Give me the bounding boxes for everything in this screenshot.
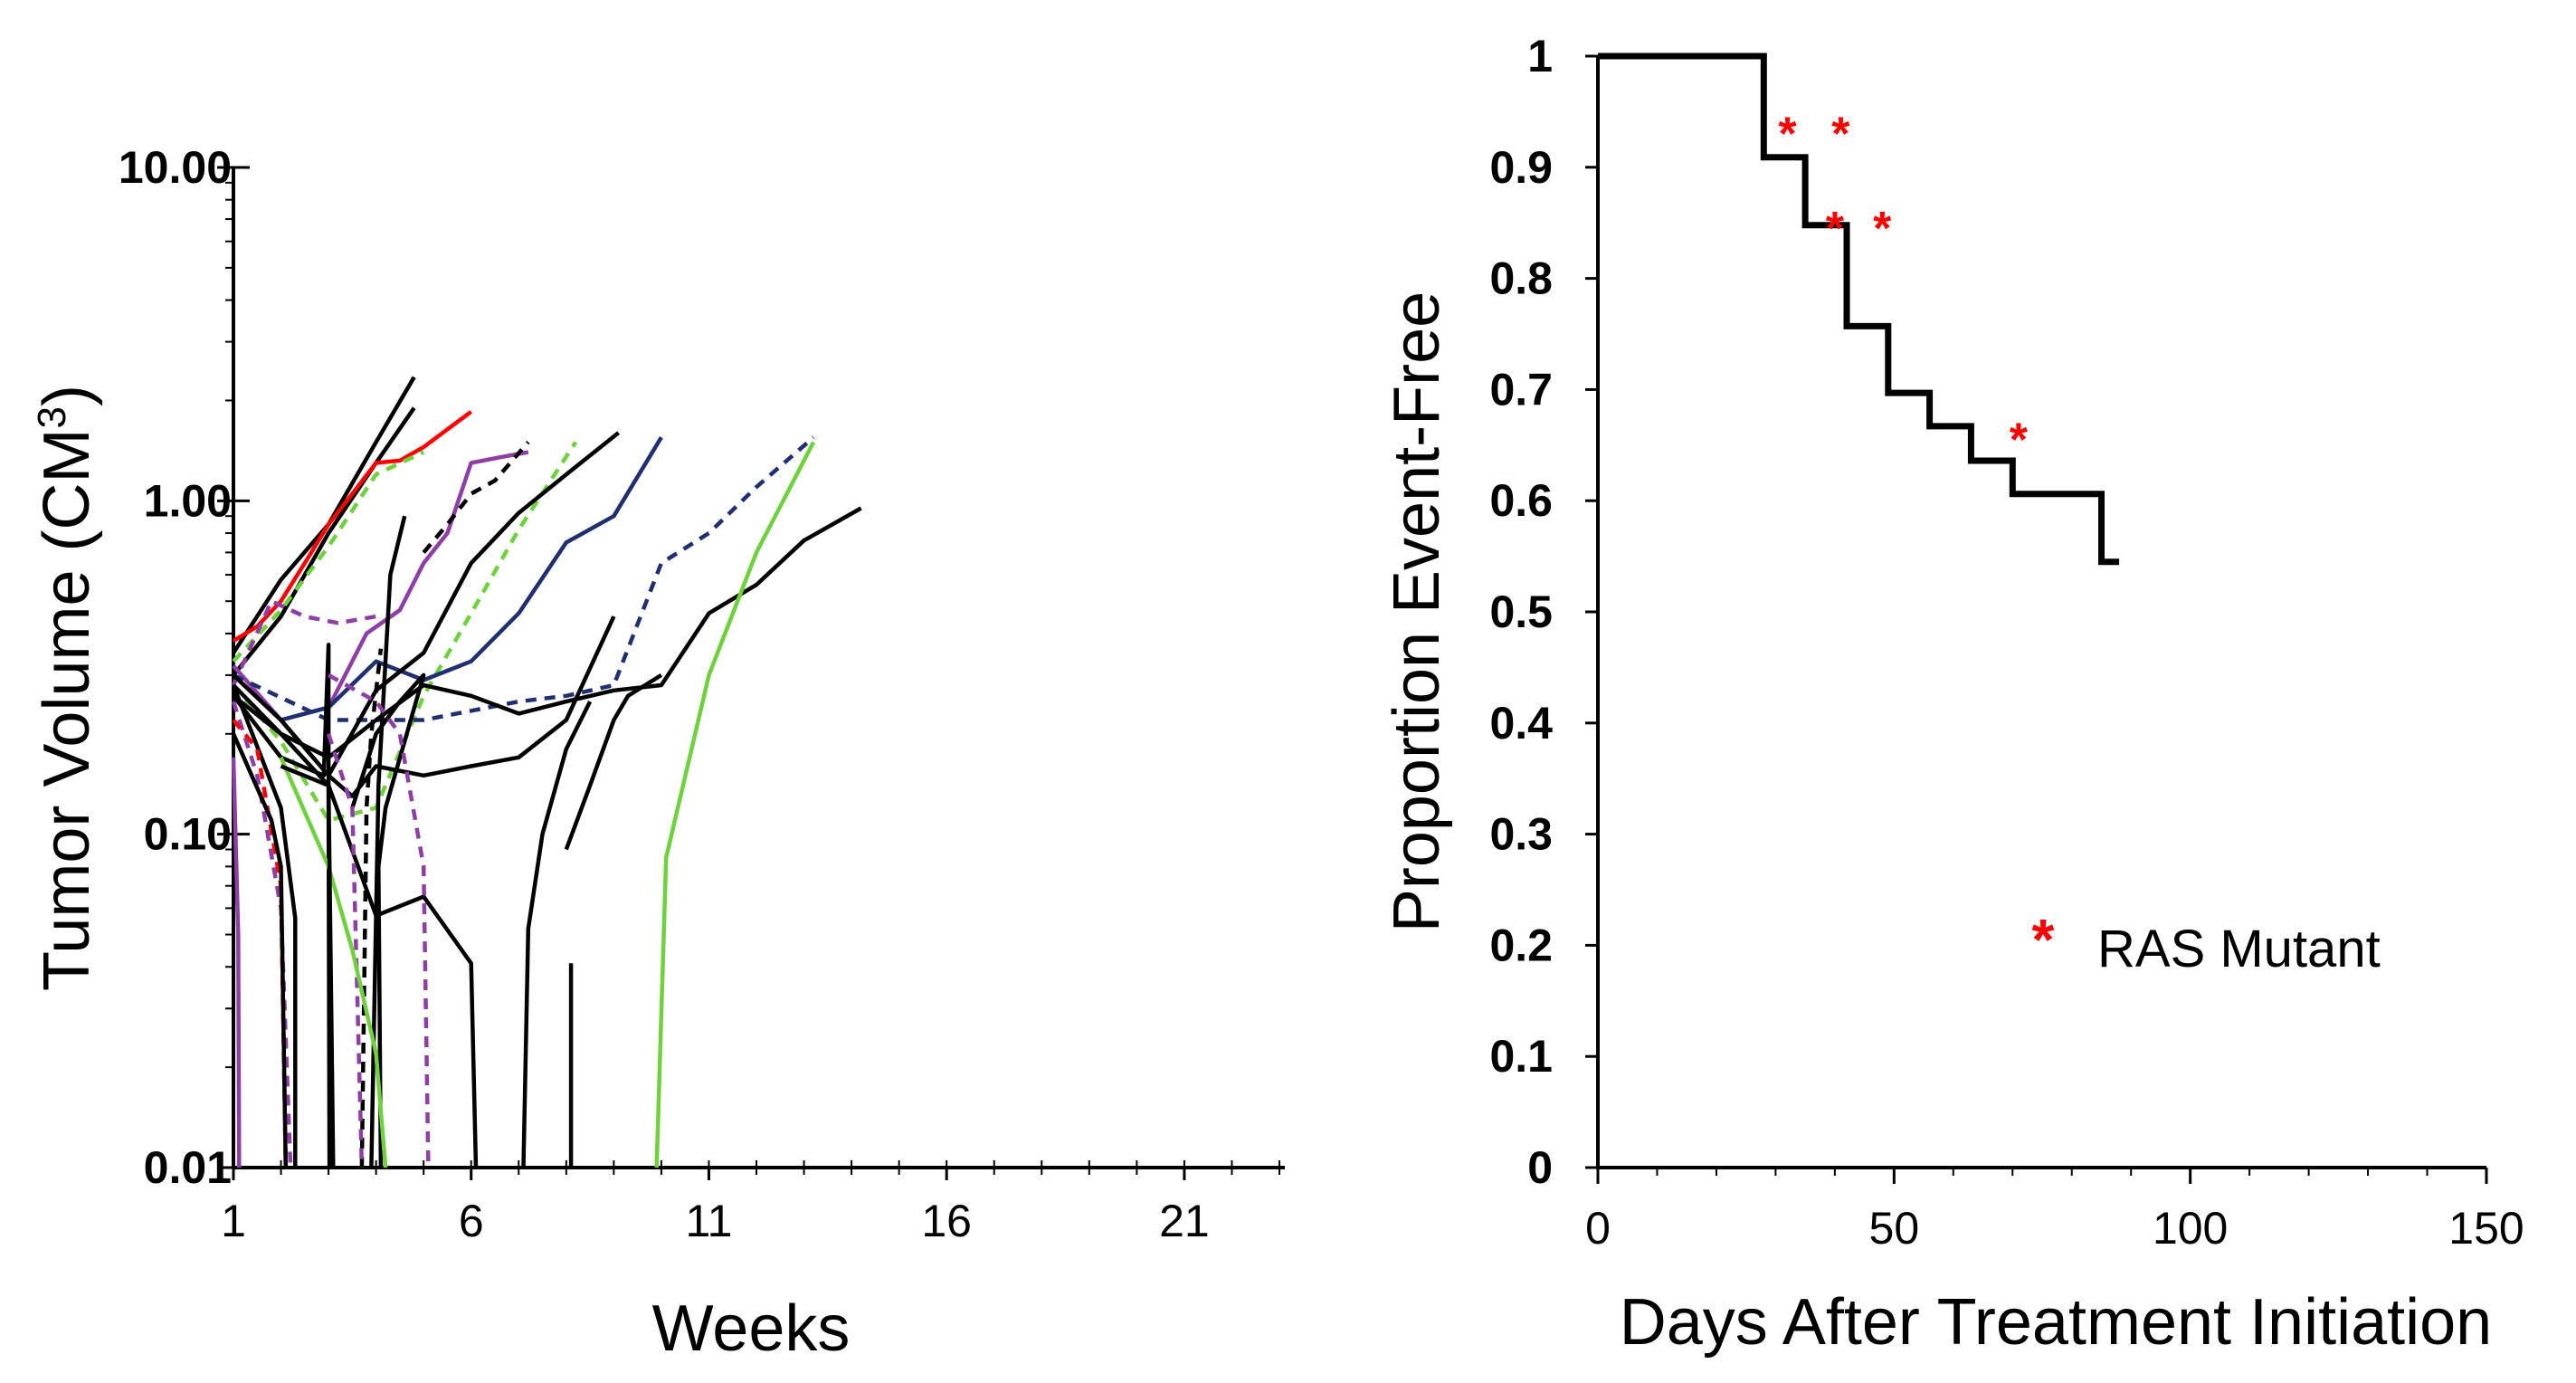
left-y-axis-title: Tumor Volume (CM3) [30, 385, 103, 991]
legend-star-icon: * [2032, 907, 2055, 972]
right-y-axis-title: Proportion Event-Free [1381, 291, 1453, 932]
ras-mutant-markers: * * * * * [1778, 109, 2028, 467]
tumor-series-s16 [654, 441, 816, 1168]
right-x-tick-label: 100 [2153, 1203, 2228, 1254]
right-y-tick-label: 0.7 [1489, 364, 1553, 415]
right-y-tick-label: 1 [1527, 31, 1553, 81]
right-y-tick-label: 0.2 [1489, 920, 1553, 970]
tumor-series-s9 [232, 436, 663, 722]
tumor-series-s30 [231, 732, 289, 1168]
right-x-tick-label: 150 [2448, 1203, 2524, 1254]
right-y-tick-label: 0 [1527, 1142, 1553, 1193]
right-x-axis-title: Days After Treatment Initiation [1620, 1286, 2492, 1359]
tumor-series-s17 [232, 694, 479, 1168]
left-xticks: 1 6 11 16 21 [221, 1160, 1280, 1246]
tumor-series-s27 [328, 672, 431, 1168]
left-y-tick-label: 1.00 [144, 475, 232, 526]
left-x-tick-label: 21 [1159, 1196, 1210, 1246]
ras-mutant-marker: * [1873, 203, 1892, 255]
left-series-group [231, 376, 862, 1168]
legend-label: RAS Mutant [2097, 920, 2381, 978]
right-x-tick-label: 50 [1869, 1203, 1920, 1254]
right-y-tick-label: 0.6 [1489, 475, 1553, 526]
left-y-axis-title-sup: 3 [30, 406, 74, 428]
tumor-series-s6 [231, 598, 376, 686]
ras-mutant-marker: * [1778, 109, 1797, 161]
left-y-tick-label: 0.01 [144, 1142, 232, 1193]
tumor-series-s28 [326, 733, 365, 1168]
left-x-tick-label: 11 [686, 1196, 733, 1246]
right-y-tick-label: 0.8 [1489, 253, 1553, 304]
left-y-tick-label: 10.00 [119, 142, 232, 193]
right-x-tick-label: 0 [1585, 1203, 1611, 1254]
event-free-survival-chart: 00.10.20.30.40.50.60.70.80.91 0 50 100 150 … [1381, 31, 2524, 1359]
right-yticks: 0 0.1 0.2 0.3 0.4 0.5 0.6 0.7 0.8 0.9 1 [1489, 31, 1598, 1193]
tumor-series-s10 [233, 435, 815, 722]
left-x-tick-label: 16 [921, 1196, 972, 1246]
tumor-series-s23 [369, 515, 407, 1168]
left-y-axis-title-close: ) [31, 385, 103, 406]
tumor-series-s22 [359, 648, 384, 1168]
right-y-tick-label: 0.9 [1489, 142, 1553, 193]
left-major-yticks: 0.01 0.10 1.00 10.00 [119, 142, 250, 1193]
left-y-axis-title-main: Tumor Volume (CM [31, 429, 103, 991]
tumor-series-s7 [422, 441, 530, 554]
tumor-series-s24 [231, 757, 242, 1168]
left-y-tick-label: 0.10 [144, 809, 232, 860]
left-x-tick-label: 6 [459, 1196, 484, 1246]
left-minor-yticks [225, 181, 233, 1069]
tumor-series-s4 [232, 450, 425, 663]
km-survival-curve [1598, 52, 2120, 566]
right-y-tick-label: 0.4 [1489, 698, 1553, 749]
tumor-series-s26 [232, 719, 289, 1168]
tumor-series-s12 [232, 506, 862, 760]
tumor-series-s29 [279, 756, 388, 1168]
tumor-series-s14 [564, 672, 663, 851]
tumor-series-s31 [280, 764, 336, 1168]
right-y-tick-label: 0.1 [1489, 1031, 1553, 1082]
tumor-series-s19 [231, 684, 298, 1168]
left-x-axis-title: Weeks [652, 1292, 851, 1365]
right-y-tick-label: 0.5 [1489, 587, 1553, 637]
tumor-series-s2 [232, 406, 416, 677]
tumor-series-s21 [350, 672, 426, 1168]
tumor-series-s3 [232, 410, 473, 644]
ras-mutant-marker: * [2010, 414, 2029, 466]
ras-mutant-marker: * [1831, 109, 1850, 161]
ras-mutant-marker: * [1826, 203, 1845, 255]
left-x-tick-label: 1 [221, 1196, 246, 1246]
right-xticks: 0 50 100 150 [1585, 1168, 2524, 1254]
tumor-series-s15 [521, 701, 593, 1168]
right-y-tick-label: 0.3 [1489, 809, 1553, 860]
tumor-series-s13 [232, 615, 616, 798]
tumor-series-s25 [231, 701, 293, 1168]
